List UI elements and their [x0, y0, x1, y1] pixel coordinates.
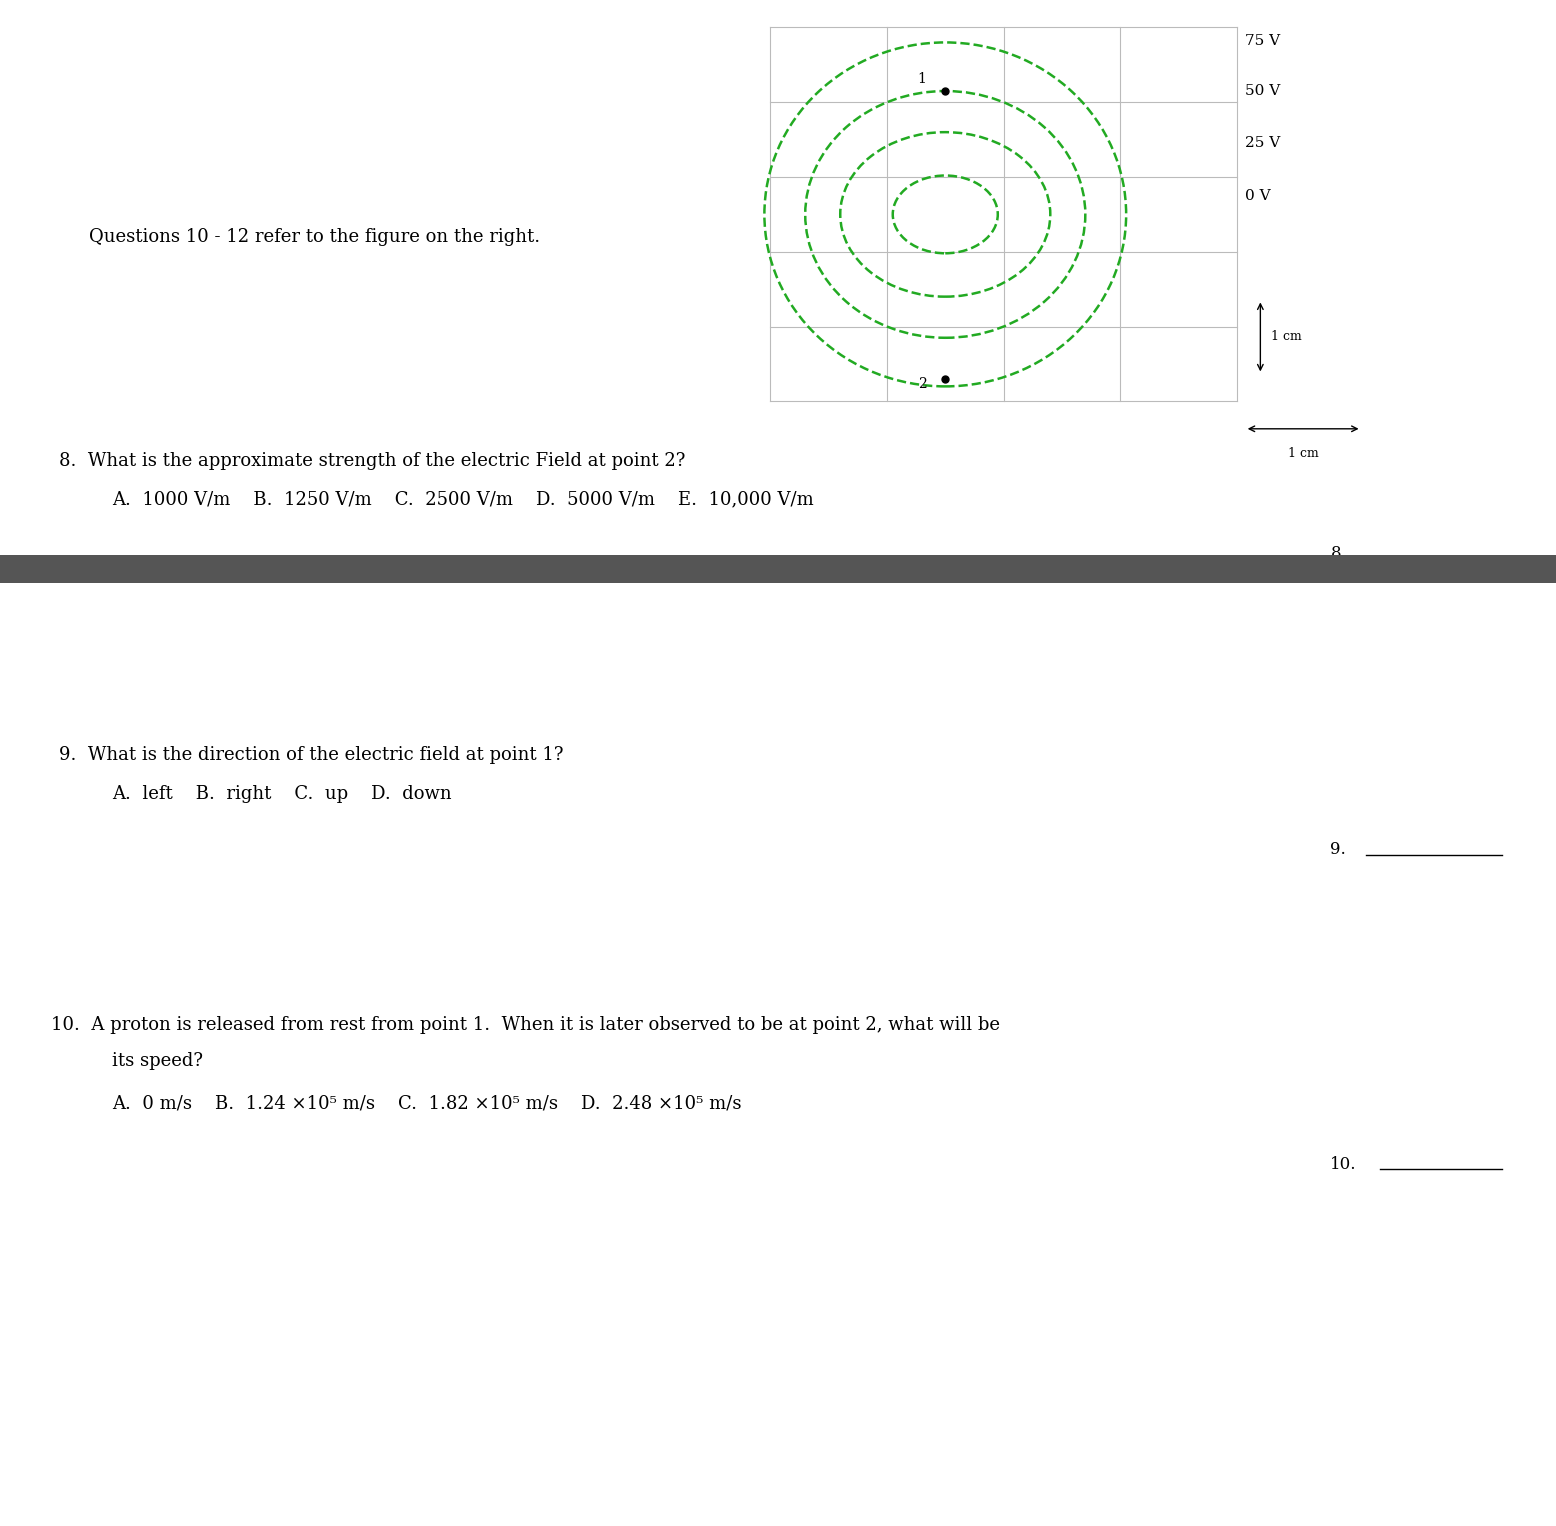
Text: A.  left    B.  right    C.  up    D.  down: A. left B. right C. up D. down — [112, 784, 451, 803]
Text: 10.: 10. — [1330, 1155, 1357, 1173]
Text: 8.  What is the approximate strength of the electric Field at point 2?: 8. What is the approximate strength of t… — [59, 452, 686, 470]
Text: 2: 2 — [918, 377, 926, 391]
Text: 9.  What is the direction of the electric field at point 1?: 9. What is the direction of the electric… — [59, 746, 563, 765]
Text: 1 cm: 1 cm — [1271, 331, 1302, 343]
Text: 75 V: 75 V — [1245, 34, 1281, 47]
Text: 10.  A proton is released from rest from point 1.  When it is later observed to : 10. A proton is released from rest from … — [51, 1016, 1001, 1035]
Text: 50 V: 50 V — [1245, 84, 1281, 98]
Text: A.  0 m/s    B.  1.24 ×10⁵ m/s    C.  1.82 ×10⁵ m/s    D.  2.48 ×10⁵ m/s: A. 0 m/s B. 1.24 ×10⁵ m/s C. 1.82 ×10⁵ m… — [112, 1094, 742, 1112]
Text: 8.: 8. — [1330, 545, 1346, 563]
Text: 1: 1 — [918, 72, 926, 87]
Text: its speed?: its speed? — [112, 1051, 202, 1070]
Text: 0 V: 0 V — [1245, 189, 1270, 203]
Text: 25 V: 25 V — [1245, 136, 1281, 151]
Text: A.  1000 V/m    B.  1250 V/m    C.  2500 V/m    D.  5000 V/m    E.  10,000 V/m: A. 1000 V/m B. 1250 V/m C. 2500 V/m D. 5… — [112, 490, 814, 508]
FancyBboxPatch shape — [0, 555, 1556, 583]
Text: 9.: 9. — [1330, 841, 1346, 859]
Text: Questions 10 - 12 refer to the figure on the right.: Questions 10 - 12 refer to the figure on… — [89, 227, 540, 246]
Text: 1 cm: 1 cm — [1288, 447, 1318, 461]
